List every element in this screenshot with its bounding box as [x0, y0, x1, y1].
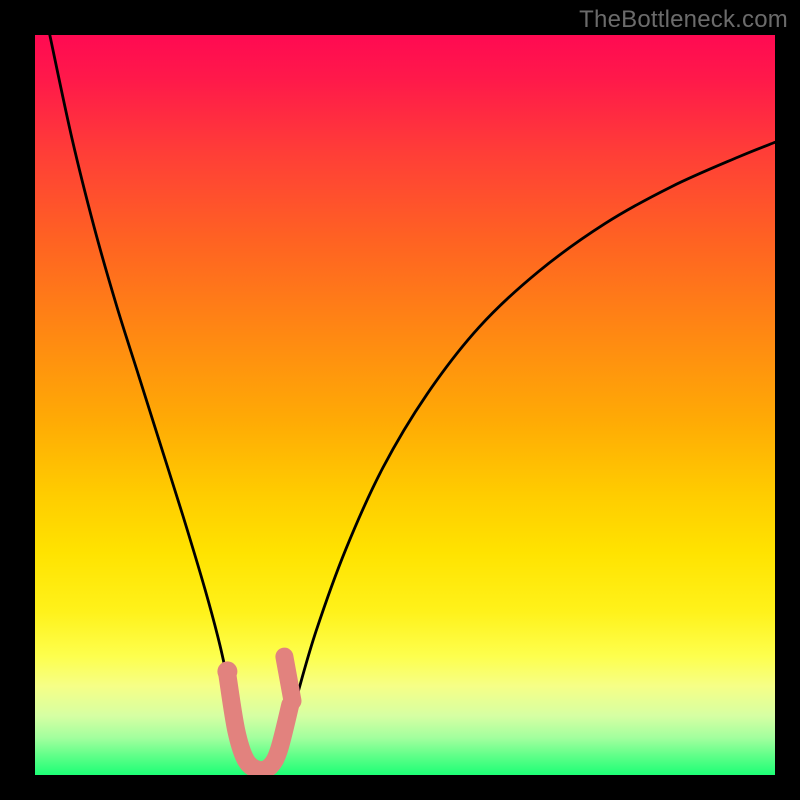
curve-layer — [35, 35, 775, 775]
marker-left-dot — [217, 661, 237, 681]
plot-area — [35, 35, 775, 775]
bottleneck-curve — [50, 35, 775, 775]
marker-u-shape — [227, 675, 290, 770]
watermark-text: TheBottleneck.com — [579, 6, 788, 34]
chart-container: TheBottleneck.com — [0, 0, 800, 800]
marker-right-segment — [284, 657, 292, 701]
